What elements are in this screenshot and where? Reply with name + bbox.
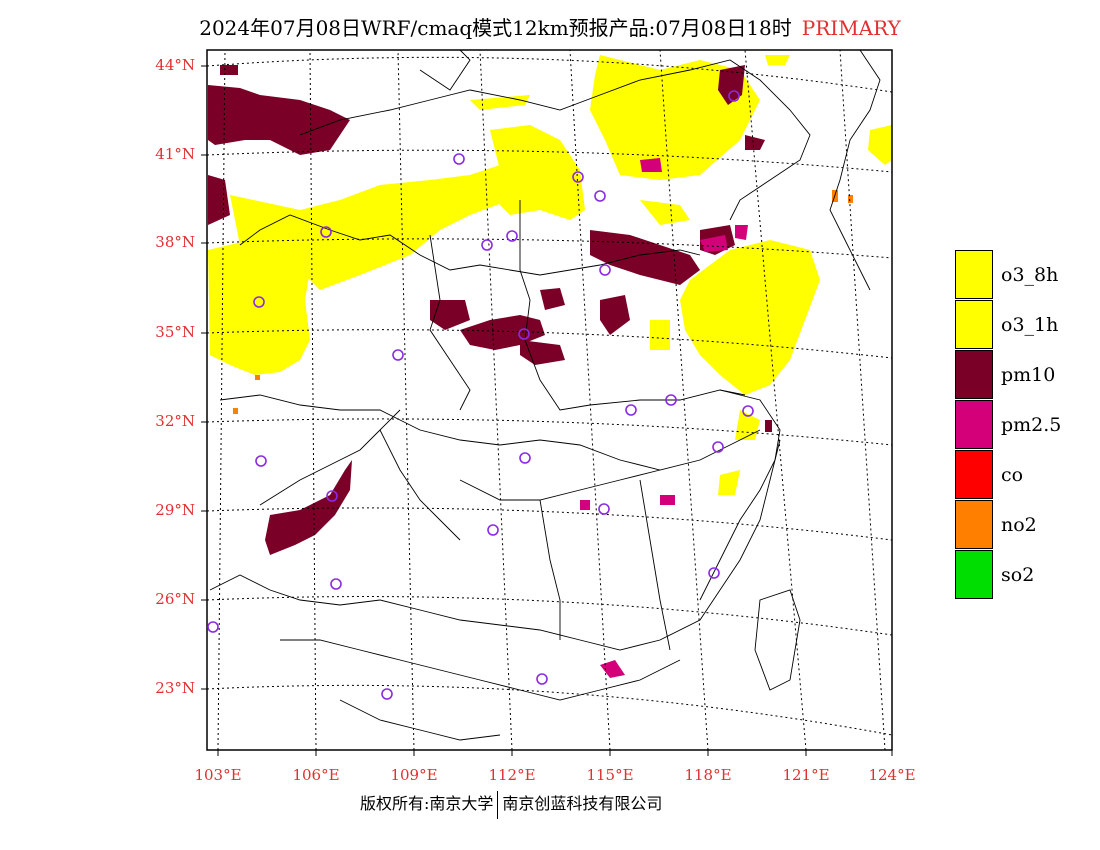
legend-label: pm2.5 bbox=[1001, 414, 1062, 436]
lon-label: 103°E bbox=[194, 766, 242, 784]
legend-item-pm25: pm2.5 bbox=[955, 400, 1075, 450]
copyright-left: 版权所有:南京大学 bbox=[360, 794, 494, 813]
legend-item-so2: so2 bbox=[955, 550, 1075, 600]
lat-label: 23°N bbox=[155, 679, 195, 697]
o3-areas bbox=[208, 55, 892, 495]
legend-swatch bbox=[955, 250, 993, 299]
lat-label: 32°N bbox=[155, 412, 195, 430]
station-markers bbox=[207, 90, 754, 700]
legend-item-no2: no2 bbox=[955, 500, 1075, 550]
map-title: 2024年07月08日WRF/cmaq模式12km预报产品:07月08日18时 P… bbox=[0, 12, 1100, 41]
legend-swatch bbox=[955, 500, 993, 549]
legend-item-o3-1h: o3_1h bbox=[955, 300, 1075, 350]
axis-ticks bbox=[201, 65, 893, 756]
lon-label: 121°E bbox=[782, 766, 830, 784]
legend-label: pm10 bbox=[1001, 364, 1056, 386]
lon-label: 106°E bbox=[292, 766, 340, 784]
legend-label: so2 bbox=[1001, 564, 1035, 586]
lat-label: 38°N bbox=[155, 233, 195, 251]
graticule bbox=[206, 49, 893, 751]
legend-label: o3_1h bbox=[1001, 314, 1059, 336]
legend-swatch bbox=[955, 300, 993, 349]
lat-label: 35°N bbox=[155, 323, 195, 341]
footer-separator bbox=[497, 790, 499, 819]
lon-label: 124°E bbox=[868, 766, 916, 784]
copyright-footer: 版权所有:南京大学 南京创蓝科技有限公司 bbox=[360, 790, 662, 819]
legend-item-o3-8h: o3_8h bbox=[955, 250, 1075, 300]
lat-label: 41°N bbox=[155, 145, 195, 163]
legend-item-pm10: pm10 bbox=[955, 350, 1075, 400]
lat-label: 29°N bbox=[155, 501, 195, 519]
copyright-right: 南京创蓝科技有限公司 bbox=[502, 794, 663, 813]
lat-label: 44°N bbox=[155, 56, 195, 74]
legend-swatch bbox=[955, 400, 993, 449]
legend-swatch bbox=[955, 450, 993, 499]
lon-label: 109°E bbox=[390, 766, 438, 784]
boundaries bbox=[209, 49, 881, 741]
title-text: 2024年07月08日WRF/cmaq模式12km预报产品:07月08日18时 bbox=[199, 16, 792, 40]
legend-label: no2 bbox=[1001, 514, 1037, 536]
title-tag: PRIMARY bbox=[801, 16, 901, 40]
legend: o3_8h o3_1h pm10 pm2.5 co no2 so2 bbox=[955, 250, 1075, 600]
lon-label: 118°E bbox=[684, 766, 732, 784]
legend-label: co bbox=[1001, 464, 1024, 486]
legend-swatch bbox=[955, 350, 993, 399]
lon-label: 112°E bbox=[488, 766, 536, 784]
legend-label: o3_8h bbox=[1001, 264, 1059, 286]
lon-label: 115°E bbox=[586, 766, 634, 784]
legend-swatch bbox=[955, 550, 993, 599]
pm25-areas bbox=[580, 158, 748, 678]
legend-item-co: co bbox=[955, 450, 1075, 500]
map-frame bbox=[206, 49, 893, 751]
lat-label: 26°N bbox=[155, 590, 195, 608]
